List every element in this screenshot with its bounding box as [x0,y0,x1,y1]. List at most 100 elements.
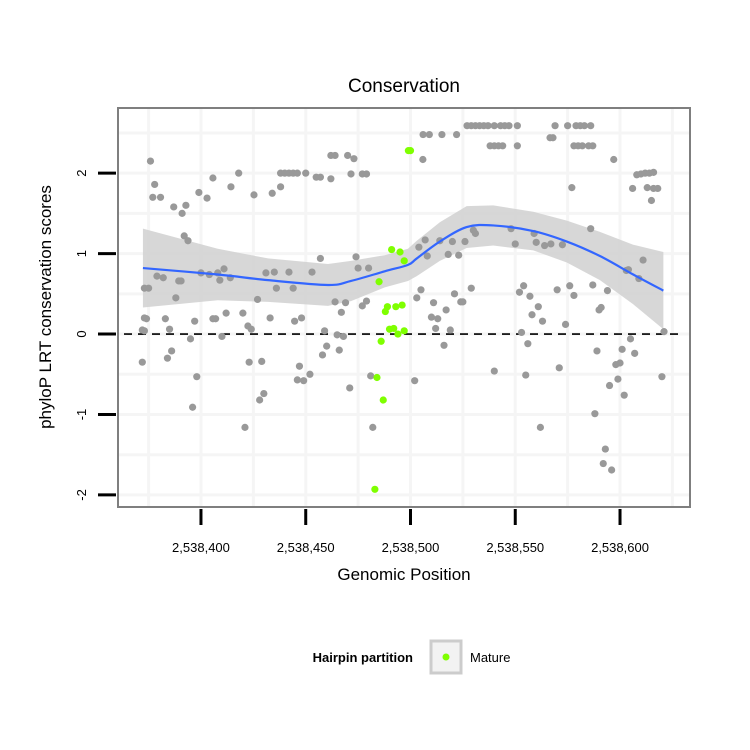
data-point-other [455,251,463,259]
data-point-other [188,403,197,411]
data-point-other [276,183,285,191]
data-point-other [247,325,255,333]
data-point-mature [375,278,383,286]
y-tick-label: -1 [74,409,89,421]
data-point-other [153,272,161,280]
data-point-other [140,327,148,335]
data-point-other [658,373,666,381]
data-point-mature [377,337,385,345]
x-axis-label: Genomic Position [337,565,470,584]
data-point-other [520,282,528,290]
data-point-other [660,328,668,336]
data-point-other [285,268,293,276]
data-point-other [643,184,651,192]
data-point-other [536,423,545,431]
data-point-other [413,294,421,302]
data-point-other [578,142,586,150]
data-point-other [177,277,185,285]
data-point-other [538,317,547,325]
x-axis-ticks: 2,538,400 2,538,450 2,538,500 2,538,550 2,53… [172,509,649,555]
data-point-other [362,170,371,178]
data-point-other [610,155,618,164]
data-point-other [193,373,201,381]
data-point-other [260,389,268,398]
data-point-other [423,252,431,260]
smooth-line [142,223,664,292]
y-tick-label: -2 [74,489,89,501]
data-point-other [335,346,343,354]
data-point-other [220,265,228,273]
data-point-other [165,325,174,333]
data-point-other [245,358,253,366]
legend-title: Hairpin partition [313,650,413,665]
data-point-mature [383,303,392,311]
data-point-other [293,376,301,384]
data-point-other [589,142,597,150]
data-point-other [331,298,339,306]
data-point-other [626,335,635,343]
data-point-other [490,122,498,130]
data-point-other [268,189,276,197]
data-point-other [320,327,329,335]
data-point-other [526,292,534,300]
data-point-other [354,264,362,272]
data-point-other [461,237,469,246]
data-point-other [605,381,614,390]
data-point-other [438,130,446,139]
data-point-other [159,274,167,282]
data-point-other [272,284,280,292]
data-point-other [417,286,425,294]
data-point-mature [396,248,404,256]
data-point-other [172,294,180,302]
data-point-other [471,229,480,238]
data-point-other [490,367,498,375]
data-point-other [419,155,427,164]
data-point-other [564,122,572,130]
data-point-other [647,196,656,205]
data-point-other [367,372,375,380]
data-point-other [346,384,354,392]
data-point-other [222,309,230,317]
data-point-mature [392,303,400,311]
data-point-other [580,122,589,130]
data-point-mature [400,257,408,265]
data-point-other [515,288,524,296]
data-point-other [532,238,540,246]
data-point-mature [394,330,402,338]
data-point-other [138,358,146,366]
data-point-other [270,268,278,276]
data-point-other [291,317,299,325]
data-point-other [505,122,513,130]
data-point-other [551,122,559,130]
data-point-other [415,243,423,251]
data-point-other [601,445,609,453]
data-point-other [146,157,155,165]
data-point-other [142,315,151,323]
data-points [138,122,668,493]
x-tick-label: 2,538,550 [486,540,544,555]
data-point-other [227,183,235,191]
data-point-other [235,169,243,177]
data-point-other [528,311,536,319]
data-point-other [459,298,467,306]
data-point-other [156,193,165,201]
data-point-other [178,209,186,217]
data-point-other [587,225,595,233]
data-point-other [631,349,639,357]
data-point-other [258,357,266,365]
data-point-other [419,130,427,139]
data-point-other [593,347,601,355]
data-point-other [549,134,557,142]
data-point-other [450,290,459,298]
data-point-other [446,326,454,334]
y-axis-label: phyloP LRT conservation scores [36,185,55,429]
data-point-other [161,315,169,323]
data-point-other [323,342,331,350]
data-point-other [316,254,324,263]
data-point-other [444,250,452,259]
data-point-other [534,303,542,311]
data-point-other [429,299,438,307]
data-point-other [561,320,570,328]
data-point-other [524,340,532,348]
